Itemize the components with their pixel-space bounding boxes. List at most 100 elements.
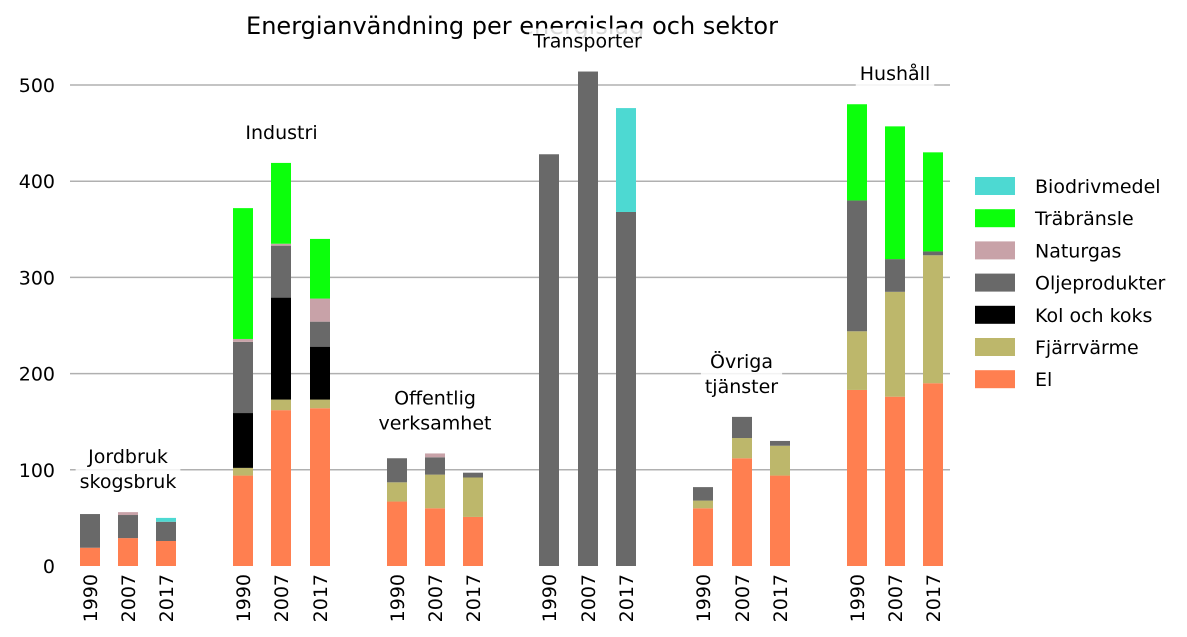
- legend-swatch: [975, 305, 1015, 324]
- bar-segment: [310, 321, 330, 347]
- bar-segment: [539, 154, 559, 566]
- x-tick-label: 2007: [732, 574, 754, 622]
- x-tick-label: 2017: [310, 574, 332, 622]
- bar-segment: [923, 152, 943, 252]
- bar-segment: [693, 487, 713, 501]
- group-label-bg: [374, 385, 496, 436]
- bar-segment: [118, 538, 138, 566]
- legend-label: Fjärrvärme: [1035, 337, 1139, 359]
- bar-segment: [271, 410, 291, 566]
- bar-segment: [885, 291, 905, 397]
- group-label: Offentlig verksamhet: [374, 385, 496, 436]
- x-tick-label: 2017: [770, 574, 792, 622]
- group-label-bg: [855, 61, 935, 87]
- legend-swatch: [975, 273, 1015, 292]
- bar-segment: [847, 389, 867, 566]
- bar-segment: [233, 208, 253, 339]
- bar-segment: [885, 126, 905, 260]
- x-tick-label: 1990: [387, 574, 409, 622]
- x-tick-label: 1990: [847, 574, 869, 622]
- bar-segment: [770, 475, 790, 566]
- x-tick-label: 2007: [578, 574, 600, 622]
- group-label: Övriga tjänster: [700, 348, 783, 399]
- group-label: Jordbruk skogsbruk: [75, 444, 181, 495]
- group-label-bg: [241, 119, 322, 145]
- x-tick-label: 2017: [463, 574, 485, 622]
- legend-swatch: [975, 370, 1015, 389]
- bar-segment: [310, 408, 330, 566]
- bar-segment: [425, 474, 445, 509]
- bar-segment: [425, 457, 445, 475]
- bar-segment: [923, 255, 943, 384]
- legend-swatch: [975, 209, 1015, 228]
- x-tick-label: 2007: [425, 574, 447, 622]
- x-tick-label: 2017: [923, 574, 945, 622]
- legend-swatch: [975, 241, 1015, 260]
- bar-segment: [310, 399, 330, 409]
- group-label-line: Hushåll: [860, 62, 930, 85]
- bar-segment: [233, 338, 253, 342]
- bar-segment: [271, 297, 291, 400]
- legend-label: Träbränsle: [1034, 208, 1134, 230]
- group-label-bg: [529, 28, 646, 54]
- bar-segment: [616, 211, 636, 566]
- bar-segment: [425, 453, 445, 458]
- legend-swatch: [975, 177, 1015, 195]
- group-label-bg: [75, 444, 181, 495]
- bar-segment: [156, 540, 176, 566]
- group-label-line: verksamhet: [379, 412, 492, 434]
- bar-segment: [923, 251, 943, 256]
- group-label-line: skogsbruk: [80, 471, 177, 493]
- y-tick-label: 300: [19, 267, 55, 289]
- group-label-line: Transporter: [532, 31, 642, 53]
- bar-segment: [693, 508, 713, 566]
- legend-label: Oljeprodukter: [1035, 273, 1166, 295]
- group-label: Hushåll: [855, 61, 935, 87]
- bar-segment: [156, 517, 176, 522]
- y-tick-label: 400: [19, 171, 55, 193]
- bar-segment: [387, 482, 407, 502]
- x-tick-label: 1990: [693, 574, 715, 622]
- x-tick-label: 1990: [233, 574, 255, 622]
- group-label-line: Övriga: [710, 350, 773, 373]
- bar-segment: [425, 508, 445, 566]
- bar-segment: [463, 477, 483, 517]
- x-tick-label: 2007: [271, 574, 293, 622]
- bar-segment: [387, 501, 407, 566]
- x-tick-label: 2017: [616, 574, 638, 622]
- bar-segment: [732, 416, 752, 439]
- bar-segment: [233, 413, 253, 468]
- x-tick-label: 2007: [885, 574, 907, 622]
- bar-segment: [885, 259, 905, 292]
- bar-segment: [233, 341, 253, 414]
- chart-title: Energianvändning per energislag och sekt…: [246, 12, 778, 40]
- group-label-line: Jordbruk: [87, 446, 168, 468]
- legend-label: Kol och koks: [1035, 305, 1152, 327]
- bar-segment: [80, 547, 100, 566]
- bar-segment: [885, 396, 905, 566]
- bar-segment: [310, 346, 330, 400]
- bar-segment: [156, 521, 176, 541]
- legend-label: El: [1035, 369, 1052, 391]
- x-tick-label: 2007: [118, 574, 140, 622]
- bar-segment: [923, 383, 943, 566]
- group-label-line: Industri: [245, 122, 317, 144]
- y-tick-label: 100: [19, 460, 55, 482]
- bar-segment: [693, 500, 713, 509]
- bar-segment: [463, 516, 483, 566]
- bar-segment: [271, 245, 291, 298]
- group-label: Industri: [241, 119, 322, 145]
- bar-segment: [616, 108, 636, 212]
- bar-segment: [847, 331, 867, 390]
- x-tick-label: 2017: [156, 574, 178, 622]
- y-tick-label: 200: [19, 364, 55, 386]
- group-label-line: Offentlig: [394, 387, 476, 409]
- legend-swatch: [975, 338, 1015, 356]
- bar-segment: [770, 445, 790, 476]
- bar-segment: [310, 238, 330, 299]
- bar-segment: [732, 458, 752, 566]
- bar-segment: [387, 458, 407, 483]
- x-tick-label: 1990: [80, 574, 102, 622]
- group-label: Transporter: [529, 28, 646, 54]
- y-tick-label: 0: [43, 556, 55, 578]
